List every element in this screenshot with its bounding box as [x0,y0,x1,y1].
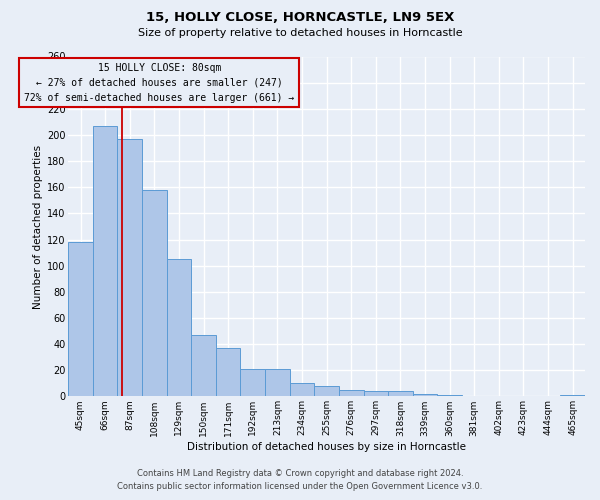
Bar [142,190,167,396]
Bar [265,369,290,396]
Bar [216,348,241,397]
Bar [560,395,585,396]
Bar [364,391,388,396]
Bar [290,384,314,396]
Bar [339,390,364,396]
Bar [413,394,437,396]
Bar [437,395,462,396]
Text: Size of property relative to detached houses in Horncastle: Size of property relative to detached ho… [137,28,463,38]
Bar [388,391,413,396]
Bar [167,259,191,396]
X-axis label: Distribution of detached houses by size in Horncastle: Distribution of detached houses by size … [187,442,466,452]
Bar [68,242,93,396]
Bar [241,369,265,396]
Bar [93,126,118,396]
Text: 15, HOLLY CLOSE, HORNCASTLE, LN9 5EX: 15, HOLLY CLOSE, HORNCASTLE, LN9 5EX [146,11,454,24]
Bar [314,386,339,396]
Y-axis label: Number of detached properties: Number of detached properties [32,144,43,308]
Text: Contains HM Land Registry data © Crown copyright and database right 2024.
Contai: Contains HM Land Registry data © Crown c… [118,470,482,491]
Text: 15 HOLLY CLOSE: 80sqm
← 27% of detached houses are smaller (247)
72% of semi-det: 15 HOLLY CLOSE: 80sqm ← 27% of detached … [24,63,295,102]
Bar [118,139,142,396]
Bar [191,335,216,396]
